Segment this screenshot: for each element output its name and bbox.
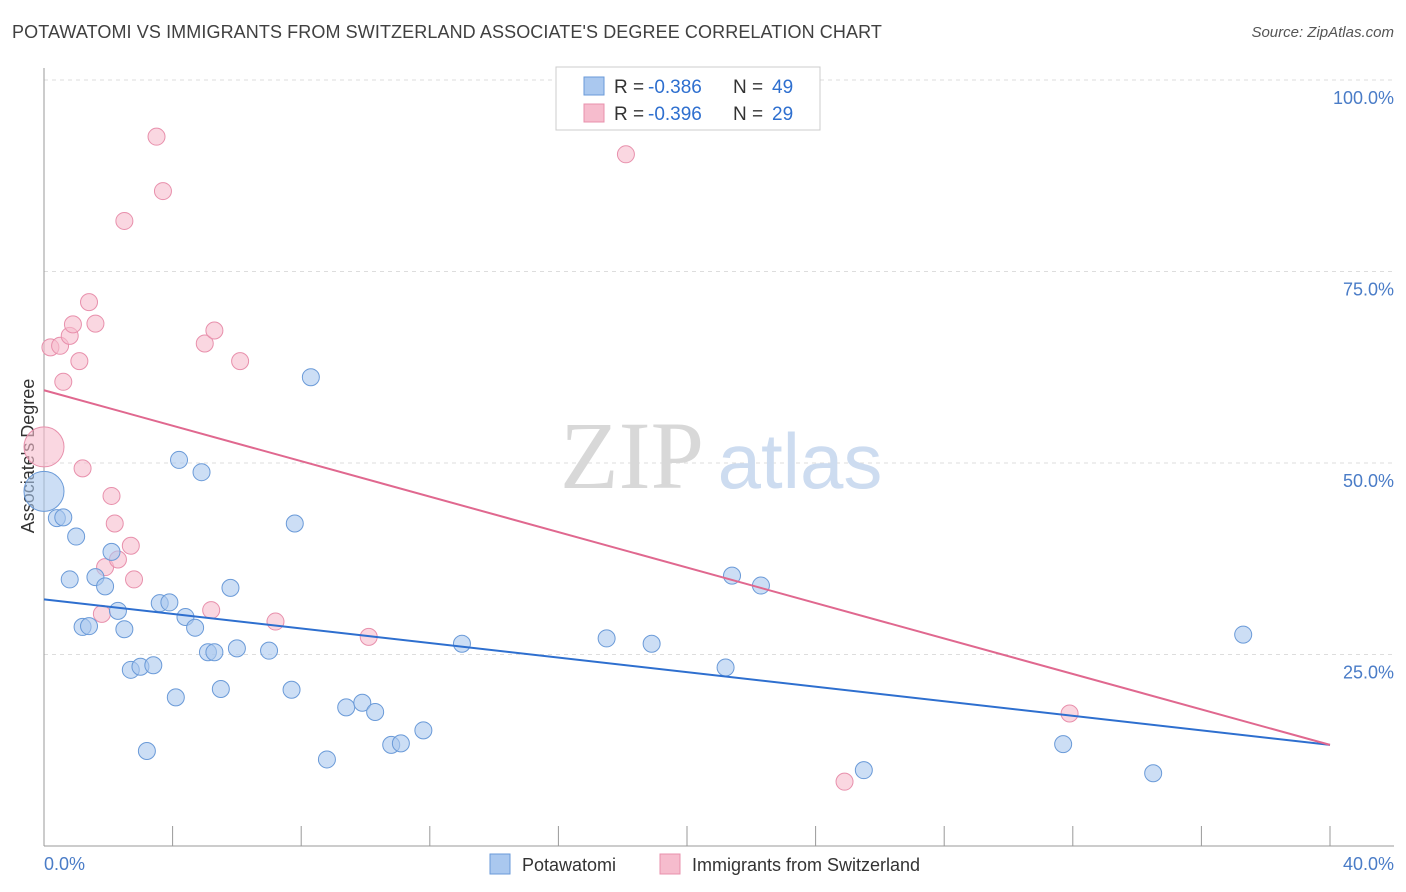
blue-point-8 — [96, 577, 115, 596]
blue-point-21 — [186, 618, 205, 637]
blue-series-points — [23, 368, 1253, 783]
legend-r-value-pink: -0.396 — [648, 104, 702, 125]
pink-point-28 — [1060, 704, 1079, 723]
y-axis-tick-labels: 25.0% 50.0% 75.0% 100.0% — [1333, 88, 1394, 683]
x-axis-tick-labels: 0.0% 40.0% — [44, 854, 1394, 874]
blue-point-4 — [67, 527, 86, 546]
pink-point-19 — [153, 182, 172, 201]
x-axis-ticks — [172, 826, 1331, 846]
blue-point-22 — [192, 463, 211, 482]
pink-point-27 — [835, 772, 854, 791]
stats-legend: R = -0.386 N = 49 R = -0.396 N = 29 — [555, 66, 821, 131]
legend-n-label-pink: N = — [733, 104, 763, 125]
pink-point-7 — [73, 459, 92, 478]
blue-point-30 — [285, 514, 304, 533]
blue-point-42 — [716, 658, 735, 677]
blue-point-3 — [60, 570, 79, 589]
pink-point-9 — [86, 314, 105, 333]
pink-series-points — [23, 127, 1079, 791]
blue-point-47 — [1144, 764, 1163, 783]
pink-point-8 — [80, 293, 99, 312]
legend-n-label-blue: N = — [733, 77, 763, 98]
blue-point-17 — [160, 593, 179, 612]
blue-point-39 — [452, 634, 471, 653]
pink-point-12 — [102, 486, 121, 505]
blue-point-9 — [102, 542, 121, 561]
blue-point-2 — [54, 508, 73, 527]
pink-point-16 — [121, 536, 140, 555]
blue-point-46 — [1054, 735, 1073, 754]
pink-point-17 — [125, 570, 144, 589]
blue-point-35 — [366, 702, 385, 721]
blue-point-27 — [227, 639, 246, 658]
blue-point-32 — [317, 750, 336, 769]
legend-n-value-pink: 29 — [772, 104, 793, 125]
legend-swatch-blue — [583, 76, 605, 96]
bottom-legend-label-pink: Immigrants from Switzerland — [692, 855, 920, 875]
trend-lines — [43, 389, 1331, 746]
pink-point-5 — [63, 315, 82, 334]
y-tick-label-0: 25.0% — [1343, 663, 1394, 683]
x-tick-label-1: 40.0% — [1343, 854, 1394, 874]
blue-point-28 — [260, 641, 279, 660]
pink-point-15 — [115, 211, 134, 230]
blue-point-33 — [337, 698, 356, 717]
legend-r-label-pink: R = — [614, 104, 644, 125]
blue-point-25 — [211, 679, 230, 698]
pink-point-24 — [266, 612, 285, 631]
blue-point-14 — [137, 742, 156, 761]
blue-point-15 — [144, 656, 163, 675]
pink-point-26 — [616, 145, 635, 164]
blue-point-48 — [1234, 625, 1253, 644]
blue-point-19 — [170, 450, 189, 469]
pink-point-13 — [105, 514, 124, 533]
pink-point-6 — [70, 352, 89, 371]
watermark: ZIP atlas — [560, 402, 882, 509]
blue-trend-line — [43, 598, 1331, 746]
pink-point-23 — [231, 352, 250, 371]
blue-point-6 — [80, 617, 99, 636]
blue-point-18 — [166, 688, 185, 707]
blue-point-45 — [854, 761, 873, 780]
legend-r-value-blue: -0.386 — [648, 77, 702, 98]
blue-point-26 — [221, 578, 240, 597]
chart-title: POTAWATOMI VS IMMIGRANTS FROM SWITZERLAN… — [12, 22, 882, 42]
pink-point-22 — [205, 321, 224, 340]
chart-source: Source: ZipAtlas.com — [1251, 24, 1394, 41]
y-tick-label-2: 75.0% — [1343, 280, 1394, 300]
blue-point-41 — [642, 634, 661, 653]
pink-point-20 — [195, 334, 214, 353]
pink-trend-line — [43, 389, 1331, 746]
legend-n-value-blue: 49 — [772, 77, 793, 98]
blue-point-11 — [115, 620, 134, 639]
blue-point-10 — [108, 601, 127, 620]
legend-swatch-pink — [583, 103, 605, 123]
legend-r-label-blue: R = — [614, 77, 644, 98]
watermark-zip: ZIP — [560, 402, 704, 509]
bottom-legend-swatch-blue — [489, 853, 511, 875]
pink-point-3 — [54, 372, 73, 391]
blue-point-24 — [205, 643, 224, 662]
blue-point-40 — [597, 629, 616, 648]
blue-point-37 — [391, 734, 410, 753]
pink-point-21 — [202, 601, 221, 620]
x-tick-label-0: 0.0% — [44, 854, 85, 874]
pink-point-0 — [23, 426, 65, 468]
pink-point-18 — [147, 127, 166, 146]
blue-point-43 — [723, 566, 742, 585]
bottom-legend-label-blue: Potawatomi — [522, 855, 616, 875]
blue-point-31 — [301, 368, 320, 387]
blue-point-38 — [414, 721, 433, 740]
y-tick-label-3: 100.0% — [1333, 88, 1394, 108]
series-legend: Potawatomi Immigrants from Switzerland — [489, 853, 920, 875]
y-tick-label-1: 50.0% — [1343, 471, 1394, 491]
bottom-legend-swatch-pink — [659, 853, 681, 875]
blue-point-29 — [282, 680, 301, 699]
pink-point-10 — [92, 604, 111, 623]
blue-point-34 — [353, 693, 372, 712]
blue-point-0 — [23, 470, 65, 512]
watermark-atlas: atlas — [718, 417, 883, 505]
